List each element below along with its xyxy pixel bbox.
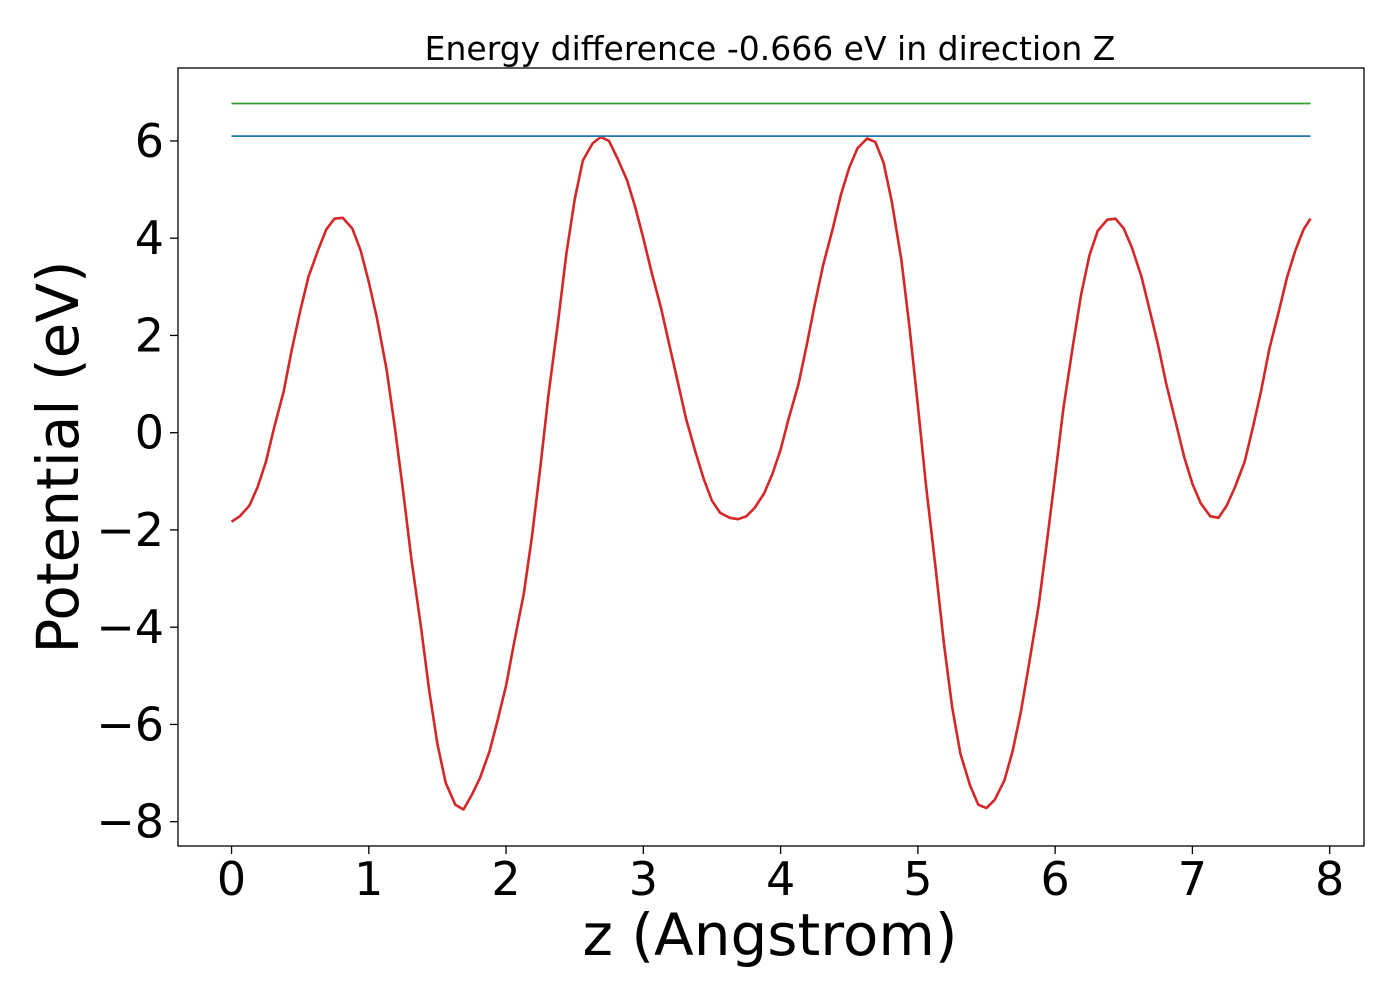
series-line-0 (230, 135, 1312, 811)
y-tick-label: 2 (135, 308, 164, 362)
x-tick-label: 7 (1178, 852, 1207, 906)
x-tick-label: 2 (491, 852, 520, 906)
x-tick-label: 6 (1041, 852, 1070, 906)
x-tick-label: 3 (629, 852, 658, 906)
y-tick-label: 6 (135, 114, 164, 168)
x-tick-label: 8 (1315, 852, 1344, 906)
chart-title: Energy difference -0.666 eV in direction… (425, 29, 1116, 68)
y-tick-label: −2 (96, 503, 164, 557)
plot-frame (177, 67, 1365, 847)
x-tick-label: 4 (766, 852, 795, 906)
y-axis-label: Potential (eV) (24, 260, 92, 653)
y-tick-label: 4 (135, 211, 164, 265)
y-tick-label: −4 (96, 600, 164, 654)
x-axis: 0 1 2 3 4 5 6 7 8 (217, 846, 1344, 906)
plot-area (230, 102, 1312, 811)
x-tick-label: 0 (217, 852, 246, 906)
x-axis-label: z (Angstrom) (583, 901, 958, 969)
y-tick-label: −6 (96, 697, 164, 751)
x-tick-label: 1 (354, 852, 383, 906)
y-tick-label: 0 (135, 406, 164, 460)
y-axis: −8 −6 −4 −2 0 2 4 6 (96, 114, 178, 849)
x-tick-label: 5 (903, 852, 932, 906)
y-tick-label: −8 (96, 795, 164, 849)
